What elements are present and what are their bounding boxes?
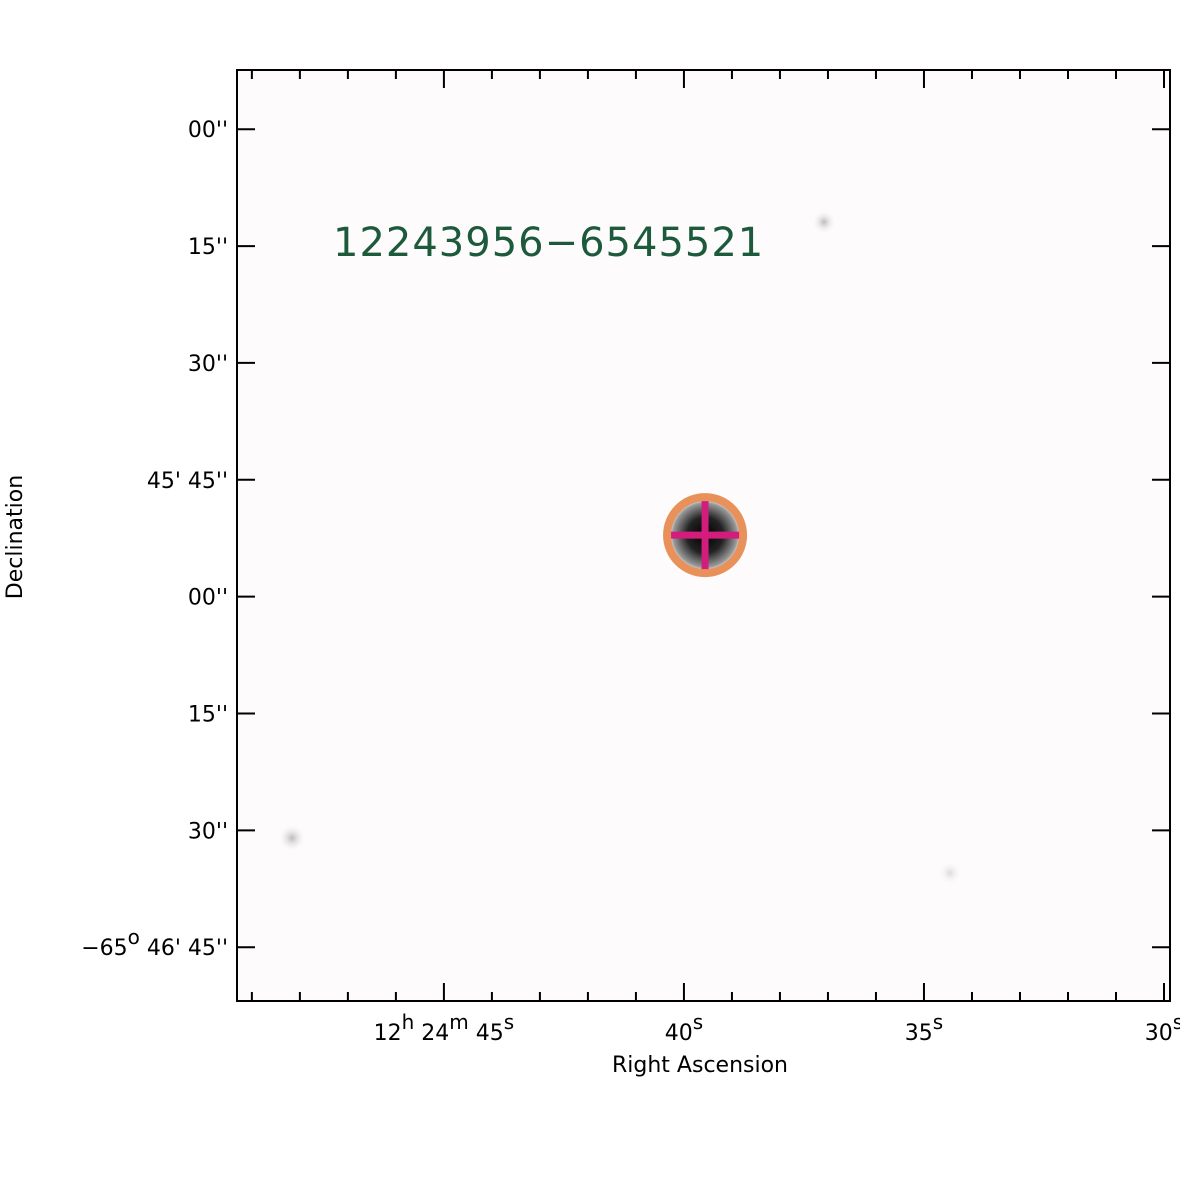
x-tick-label-part: 45 [469,1021,504,1046]
target-circle [663,493,748,578]
y-tick-label-part: 15'' [188,703,228,728]
chart-title: 12243956−6545521 [333,220,764,266]
faint-star [278,824,306,852]
x-tick-label-part: s [693,1010,703,1034]
faint-star [812,210,836,234]
y-tick-label-part: 30'' [188,352,228,377]
x-tick-label: 30s [1145,1010,1180,1046]
x-tick-label-part: m [449,1010,468,1034]
x-tick-label-part: 35 [905,1021,933,1046]
x-tick-label: 40s [665,1010,703,1046]
y-tick-label: −65o 46' 45'' [81,925,228,961]
x-tick-label-part: 40 [665,1021,693,1046]
y-axis-label: Declination [3,475,28,599]
y-tick-label: 30'' [188,352,228,377]
y-tick-label-part: 30'' [188,819,228,844]
y-tick-label-part: o [128,925,140,949]
plot-frame [236,69,1171,1002]
x-tick-label-part: s [933,1010,943,1034]
y-tick-label: 15'' [188,235,228,260]
x-tick-label: 12h 24m 45s [374,1010,515,1046]
y-tick-label-part: 15'' [188,235,228,260]
y-tick-label: 00'' [188,118,228,143]
x-tick-label-part: 12 [374,1021,402,1046]
x-tick-label-part: s [1173,1010,1180,1034]
y-tick-label-part: 00'' [188,586,228,611]
x-tick-label: 35s [905,1010,943,1046]
y-tick-label: 15'' [188,703,228,728]
x-tick-label-part: 30 [1145,1021,1173,1046]
y-tick-label-part: 00'' [188,118,228,143]
y-tick-label-part: 45' 45'' [147,469,228,494]
faint-star [938,861,962,885]
x-tick-label-part: 24 [414,1021,449,1046]
x-tick-label-part: h [402,1010,415,1034]
y-tick-label: 30'' [188,819,228,844]
y-tick-label-part: −65 [81,936,127,961]
y-tick-label-part: 46' 45'' [140,936,228,961]
y-tick-label: 00'' [188,586,228,611]
x-axis-label: Right Ascension [612,1053,788,1078]
y-tick-label: 45' 45'' [147,469,228,494]
x-tick-label-part: s [504,1010,514,1034]
